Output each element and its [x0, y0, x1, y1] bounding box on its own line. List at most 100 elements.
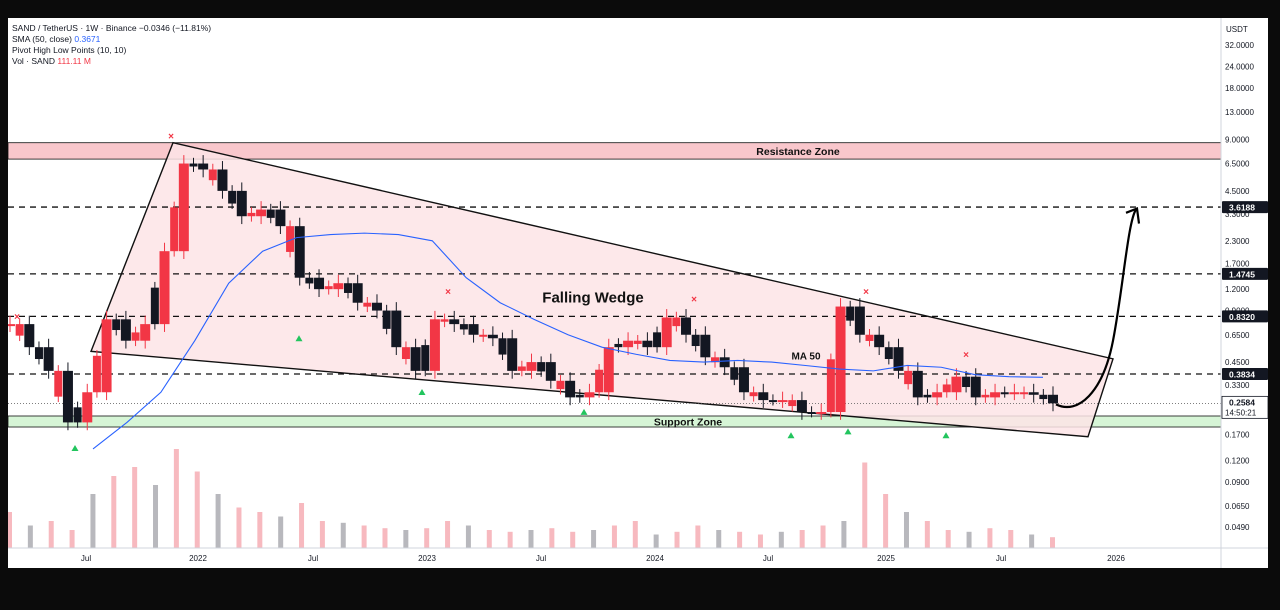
volume-bar — [883, 494, 889, 548]
volume-bar — [966, 531, 972, 548]
volume-indicator-row[interactable]: Vol · SAND 111.11 M — [12, 56, 211, 67]
volume-bar — [90, 494, 96, 548]
y-tick-label: 2.3000 — [1225, 237, 1250, 246]
x-tick-label: Jul — [81, 554, 91, 563]
candle-body — [681, 317, 692, 335]
candle-body — [170, 207, 179, 252]
y-tick-label: 3.3000 — [1225, 210, 1250, 219]
candle-body — [1048, 394, 1058, 404]
x-tick-label: 2023 — [418, 554, 436, 563]
candle-body — [479, 334, 488, 337]
candle-body — [314, 277, 325, 290]
candle-body — [691, 334, 700, 347]
volume-bar — [841, 521, 847, 548]
pivot-indicator-row[interactable]: Pivot High Low Points (10, 10) — [12, 45, 211, 56]
pivot-high-marker: × — [445, 287, 451, 298]
pivot-high-marker: × — [963, 350, 969, 361]
candle-body — [719, 357, 730, 368]
candle-body — [633, 340, 642, 344]
candle-body — [835, 306, 846, 413]
candle-body — [208, 169, 217, 181]
candle-body — [865, 334, 874, 341]
y-tick-label: 0.6500 — [1225, 331, 1250, 340]
candle-body — [854, 306, 865, 335]
chart-legend: SAND / TetherUS · 1W · Binance −0.0346 (… — [12, 23, 211, 67]
candle-body — [749, 392, 758, 397]
candle-body — [371, 302, 382, 311]
y-tick-label: 24.0000 — [1225, 62, 1254, 71]
volume-bar — [674, 531, 680, 548]
volume-bar — [236, 507, 242, 548]
candle-body — [807, 412, 816, 415]
current-price-badge — [1221, 395, 1268, 419]
y-tick-label: 13.0000 — [1225, 108, 1254, 117]
candle-body — [951, 376, 962, 393]
sma-indicator-row[interactable]: SMA (50, close) 0.3671 — [12, 34, 211, 45]
candle-body — [449, 319, 460, 325]
volume-bar — [757, 534, 763, 548]
candle-body — [595, 369, 604, 393]
candle-body — [217, 169, 228, 191]
candle-body — [758, 392, 769, 401]
candle-body — [768, 400, 777, 403]
candle-body — [363, 302, 372, 307]
price-level-badge-text: 0.3834 — [1229, 370, 1255, 380]
pivot-low-marker — [295, 335, 303, 342]
volume-bar — [403, 530, 409, 548]
candle-body — [1000, 392, 1009, 395]
falling-wedge-shape — [90, 141, 1114, 438]
x-tick-label: 2026 — [1107, 554, 1125, 563]
price-level-badge — [1222, 201, 1268, 214]
candle-body — [8, 324, 15, 327]
candle-body — [236, 190, 247, 217]
pivot-label: Pivot High Low Points (10, 10) — [12, 45, 127, 55]
y-tick-label: 0.3300 — [1225, 381, 1250, 390]
volume-bar — [653, 534, 659, 548]
y-tick-label: 0.1700 — [1225, 430, 1250, 439]
volume-bar — [716, 530, 722, 548]
y-tick-label: 0.0900 — [1225, 478, 1250, 487]
sma-label: SMA (50, close) — [12, 34, 72, 44]
candle-body — [498, 338, 507, 355]
pivot-low-marker — [942, 432, 950, 439]
volume-bar — [194, 471, 200, 548]
projection-arrowhead — [1125, 206, 1141, 224]
price-level-badge — [1222, 267, 1268, 280]
x-tick-label: 2025 — [877, 554, 895, 563]
volume-bar — [319, 521, 325, 548]
candle-body — [421, 345, 430, 371]
candle-body — [247, 212, 256, 217]
sma50-line — [92, 232, 1044, 450]
candle-body — [333, 283, 344, 290]
volume-bar — [215, 494, 221, 548]
candle-body — [796, 400, 807, 413]
x-tick-label: Jul — [763, 554, 773, 563]
candle-body — [120, 319, 131, 341]
candle-body — [112, 319, 121, 331]
symbol-name: SAND / TetherUS · 1W · Binance — [12, 23, 137, 33]
volume-bar — [424, 528, 430, 548]
symbol-row[interactable]: SAND / TetherUS · 1W · Binance −0.0346 (… — [12, 23, 211, 34]
candle-body — [401, 347, 410, 360]
y-tick-label: 4.5000 — [1225, 187, 1250, 196]
candle-body — [344, 283, 353, 293]
volume-bar — [507, 531, 513, 548]
candle-body — [101, 319, 112, 393]
chart-panel[interactable]: × × × × × × Resistance Zone Support Zone Falling… — [8, 18, 1268, 568]
candle-body — [507, 338, 518, 371]
candle-body — [1009, 392, 1020, 395]
currency-label: USDT — [1226, 25, 1248, 34]
x-tick-label: Jul — [996, 554, 1006, 563]
candle-body — [305, 277, 314, 284]
candle-body — [738, 367, 749, 393]
candle-body — [565, 380, 576, 398]
x-tick-label: 2022 — [189, 554, 207, 563]
projection-curve — [1055, 208, 1137, 409]
candle-body — [904, 370, 913, 385]
y-tick-label: 0.0650 — [1225, 502, 1250, 511]
resistance-zone-label: Resistance Zone — [756, 146, 840, 158]
volume-value: 111.11 M — [57, 56, 91, 66]
volume-bar — [361, 525, 367, 548]
volume-bar — [8, 512, 12, 548]
chart-canvas[interactable]: × × × × × × Resistance Zone Support Zone Falling… — [8, 18, 1268, 568]
